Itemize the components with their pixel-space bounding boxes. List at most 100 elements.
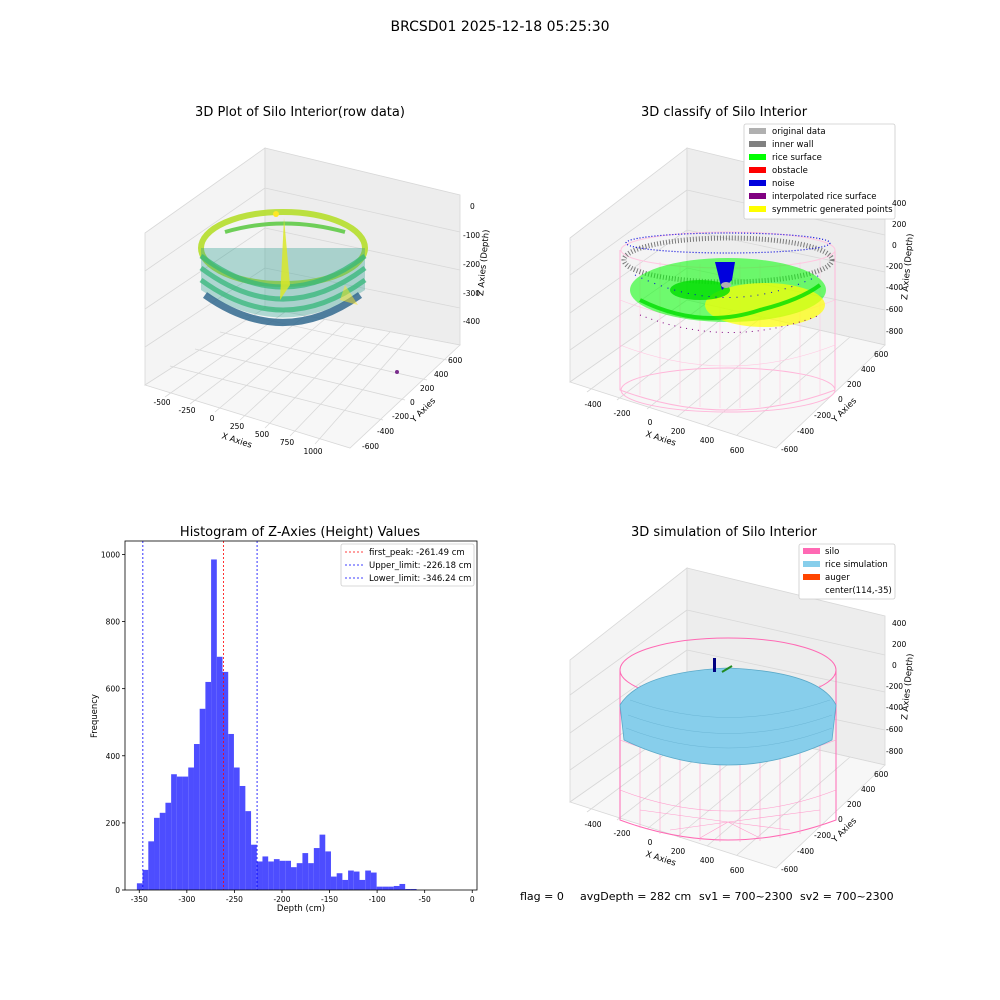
- histogram-y-tick-label: 400: [106, 752, 121, 761]
- legend-label-auger: auger: [825, 573, 850, 583]
- status-sv2: sv2 = 700~2300: [800, 890, 894, 903]
- histogram-bar: [302, 853, 309, 890]
- histogram-y-tick-label: 800: [106, 618, 121, 627]
- legend-swatch-original-data: [749, 128, 766, 134]
- legend-swatch-interpolated: [749, 193, 766, 199]
- status-line: flag = 0 avgDepth = 282 cm sv1 = 700~230…: [520, 890, 894, 903]
- histogram-bar: [199, 708, 206, 890]
- raw-x-tick: 750: [280, 438, 295, 447]
- simulation-y-tick: -600: [781, 865, 798, 874]
- histogram-bar: [308, 863, 314, 890]
- raw-z-tick: 0: [470, 202, 475, 211]
- raw-x-tick: 0: [210, 414, 215, 423]
- histogram-bar: [233, 767, 240, 890]
- simulation-z-tick: 200: [892, 640, 907, 649]
- histogram-bar: [205, 681, 212, 890]
- histogram-bar: [359, 879, 366, 890]
- simulation-legend: silo rice simulation auger center(114,-3…: [798, 543, 896, 600]
- histogram-bar: [142, 869, 149, 890]
- histogram-bar: [182, 776, 189, 890]
- simulation-panel-title: 3D simulation of Silo Interior: [631, 525, 818, 540]
- simulation-y-tick: 200: [847, 800, 862, 809]
- raw-data-panel: 3D Plot of Silo Interior(row data) -500 …: [144, 105, 492, 456]
- legend-label-first-peak: first_peak: -261.49 cm: [369, 548, 465, 558]
- histogram-x-tick-label: -100: [369, 895, 386, 904]
- histogram-y-ticks: 0 200 400 600 800 1000: [101, 550, 125, 895]
- simulation-y-tick: 600: [874, 770, 889, 779]
- simulation-silo: [619, 637, 837, 842]
- simulation-x-tick: 400: [700, 856, 715, 865]
- raw-z-tick: -300: [463, 289, 480, 298]
- histogram-bar: [159, 812, 166, 890]
- raw-y-tick: -400: [377, 427, 394, 436]
- legend-label-obstacle: obstacle: [772, 166, 808, 176]
- legend-swatch-inner-wall: [749, 141, 766, 147]
- simulation-z-tick: -200: [886, 682, 903, 691]
- raw-x-tick: 1000: [303, 447, 322, 456]
- legend-label-rice-simulation: rice simulation: [825, 560, 888, 570]
- histogram-bar: [216, 656, 223, 890]
- histogram-bar: [211, 559, 217, 890]
- classify-z-tick: -800: [886, 327, 903, 336]
- histogram-bar: [285, 860, 292, 890]
- classify-y-tick: 0: [838, 395, 843, 404]
- histogram-bar: [325, 851, 331, 890]
- classify-y-tick: -600: [781, 445, 798, 454]
- classify-x-tick: 600: [730, 446, 745, 455]
- classify-y-tick: 200: [847, 380, 862, 389]
- histogram-bar: [319, 834, 326, 890]
- histogram-bar: [256, 861, 263, 890]
- classify-z-tick: 0: [892, 241, 897, 250]
- histogram-bar: [188, 767, 194, 890]
- simulation-y-tick: 0: [838, 815, 843, 824]
- simulation-x-tick: 200: [671, 847, 686, 856]
- histogram-bar: [393, 885, 400, 890]
- raw-panel-title: 3D Plot of Silo Interior(row data): [195, 105, 405, 120]
- classify-y-tick: 400: [861, 365, 876, 374]
- histogram-bar: [251, 844, 257, 890]
- histogram-bar: [193, 744, 200, 890]
- histogram-y-tick-label: 200: [106, 819, 121, 828]
- legend-swatch-obstacle: [749, 167, 766, 173]
- status-flag: flag = 0: [520, 890, 564, 903]
- classify-x-tick: 200: [671, 427, 686, 436]
- histogram-bar: [353, 871, 360, 890]
- histogram-x-tick-label: -50: [419, 895, 431, 904]
- histogram-y-tick-label: 0: [115, 886, 120, 895]
- histogram-title: Histogram of Z-Axies (Height) Values: [180, 525, 420, 540]
- classify-z-tick: -600: [886, 305, 903, 314]
- classify-panel-title: 3D classify of Silo Interior: [641, 105, 808, 120]
- histogram-x-tick-label: -150: [321, 895, 338, 904]
- raw-x-tick: -500: [153, 398, 170, 407]
- simulation-y-tick: -400: [797, 847, 814, 856]
- legend-label-symmetric: symmetric generated points: [772, 205, 893, 215]
- legend-label-interpolated: interpolated rice surface: [772, 192, 877, 202]
- histogram-bar: [291, 867, 297, 890]
- histogram-bar: [410, 888, 417, 890]
- simulation-x-tick: -200: [613, 829, 630, 838]
- histogram-bar: [165, 802, 172, 890]
- histogram-bar: [239, 785, 246, 890]
- histogram-bars: [136, 559, 417, 891]
- histogram-bar: [136, 883, 143, 890]
- histogram-bar: [279, 860, 286, 890]
- legend-label-silo: silo: [825, 547, 839, 557]
- histogram-x-tick-label: -350: [131, 895, 148, 904]
- histogram-bar: [382, 886, 389, 890]
- histogram-bar: [348, 870, 354, 890]
- classify-y-tick: -400: [797, 427, 814, 436]
- classify-y-tick: -200: [814, 411, 831, 420]
- legend-label-original-data: original data: [772, 127, 826, 137]
- histogram-bar: [313, 848, 320, 890]
- histogram-bar: [399, 883, 406, 890]
- raw-z-tick: -100: [463, 231, 480, 240]
- simulation-z-tick: -800: [886, 747, 903, 756]
- raw-y-tick: -200: [392, 412, 409, 421]
- histogram-bar: [171, 774, 177, 890]
- legend-swatch-auger: [803, 574, 820, 580]
- simulation-x-tick: 600: [730, 866, 745, 875]
- classify-z-tick: 400: [892, 199, 907, 208]
- histogram-bar: [336, 873, 343, 890]
- histogram-legend: first_peak: -261.49 cm Upper_limit: -226…: [340, 543, 475, 587]
